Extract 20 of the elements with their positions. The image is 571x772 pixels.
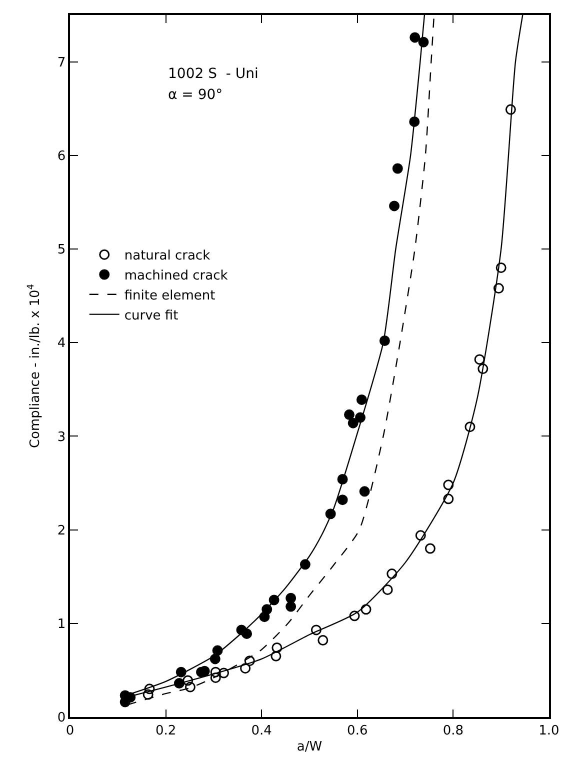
legend-label: natural crack	[124, 248, 211, 264]
x-tick-label: 0.6	[347, 723, 368, 738]
legend-label: curve fit	[124, 308, 178, 324]
x-axis-title: a/W	[296, 739, 322, 754]
legend-label: machined crack	[124, 268, 228, 284]
x-tick-label: 0.8	[442, 723, 464, 738]
y-tick-label: 6	[57, 148, 66, 164]
annotation: α = 90°	[168, 87, 223, 103]
y-tick-label: 0	[57, 710, 66, 726]
x-tick-label: 0.2	[155, 723, 176, 738]
y-tick-label: 1	[57, 616, 66, 632]
annotation: 1002 S - Uni	[168, 66, 258, 82]
y-tick-label: 2	[57, 523, 66, 538]
legend-label: finite element	[124, 288, 216, 304]
y-tick-label: 7	[57, 55, 66, 70]
y-tick-label: 5	[57, 242, 66, 258]
x-tick-label: 1.0	[538, 723, 560, 738]
y-tick-label: 4	[57, 336, 66, 352]
x-tick-label: 0.4	[251, 723, 272, 738]
y-tick-label: 3	[57, 430, 66, 445]
